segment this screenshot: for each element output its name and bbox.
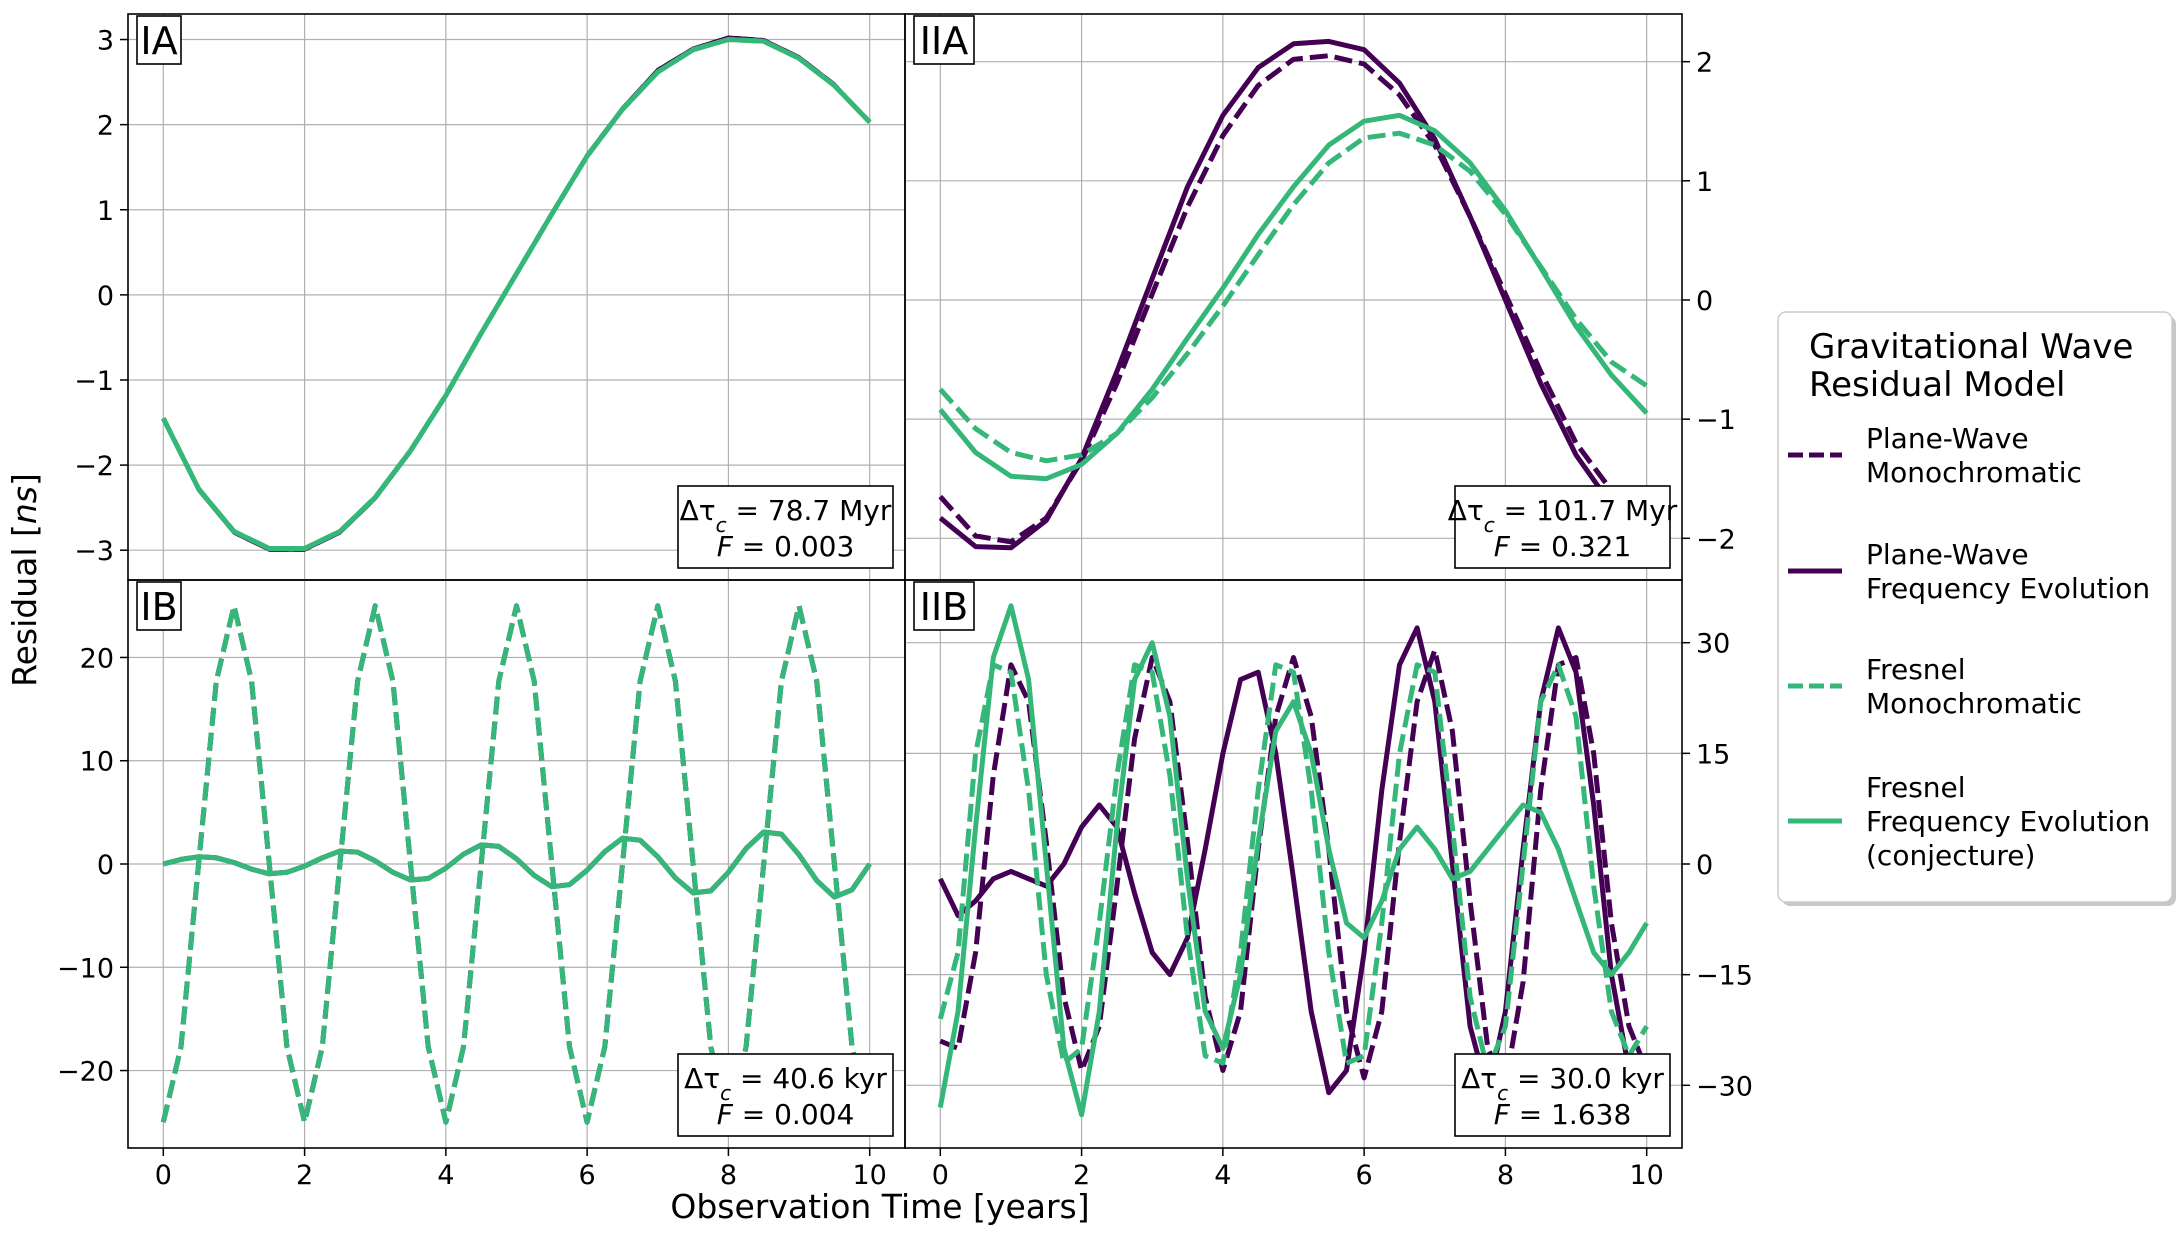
legend-entry-label: Frequency Evolution bbox=[1866, 805, 2150, 838]
annotation-box bbox=[677, 485, 894, 569]
y-axis-label-prefix: Residual [ bbox=[5, 524, 44, 687]
annotation-box bbox=[1454, 485, 1671, 569]
series-group bbox=[161, 35, 872, 552]
y-tick-label: −1 bbox=[1696, 405, 1736, 436]
y-tick-label: 30 bbox=[1696, 629, 1730, 660]
panel-label: IIA bbox=[920, 19, 968, 63]
series-line-fresnel-frequency-evolution bbox=[161, 37, 872, 551]
series-line-fresnel-monochromatic bbox=[161, 37, 872, 551]
legend-title-line: Residual Model bbox=[1809, 365, 2065, 405]
x-tick-label: 2 bbox=[296, 1160, 313, 1191]
annotation-f: F = 0.004 bbox=[717, 1098, 855, 1131]
y-tick-label: 0 bbox=[1696, 850, 1713, 881]
series-line-plane-wave-frequency-evolution bbox=[938, 38, 1649, 551]
legend-entry-label: (conjecture) bbox=[1866, 839, 2035, 872]
series-line-fresnel-monochromatic bbox=[938, 130, 1649, 464]
x-tick-label: 6 bbox=[579, 1160, 596, 1191]
annotation-box bbox=[1454, 1053, 1671, 1137]
legend-entry-label: Monochromatic bbox=[1866, 456, 2082, 489]
series-line-fresnel-monochromatic bbox=[160, 603, 873, 1125]
series-line-plane-wave-monochromatic bbox=[939, 647, 1650, 1088]
series-group bbox=[160, 603, 873, 1125]
series-group bbox=[937, 603, 1650, 1118]
y-tick-label: 1 bbox=[1696, 167, 1713, 198]
y-axis-label: Residual [ns] bbox=[5, 473, 44, 687]
annotation-f: F = 0.321 bbox=[1494, 530, 1632, 563]
y-axis-label-unit: ns bbox=[5, 486, 44, 524]
x-axis-label: Observation Time [years] bbox=[670, 1187, 1089, 1226]
x-tick-label: 4 bbox=[1214, 1160, 1231, 1191]
y-tick-label: 0 bbox=[97, 850, 114, 881]
annotation-dtau: Δτc = 101.7 Myr bbox=[1448, 494, 1678, 537]
series-line-fresnel-frequency-evolution bbox=[937, 603, 1649, 1118]
x-tick-label: 10 bbox=[1630, 1160, 1664, 1191]
x-tick-label: 4 bbox=[437, 1160, 454, 1191]
legend-entry-label: Plane-Wave bbox=[1866, 422, 2029, 455]
series-line-fresnel-frequency-evolution bbox=[162, 829, 872, 900]
x-tick-label: 2 bbox=[1073, 1160, 1090, 1191]
x-tick-label: 6 bbox=[1356, 1160, 1373, 1191]
y-tick-label: −2 bbox=[1696, 524, 1736, 555]
panel-label: IB bbox=[140, 585, 177, 629]
y-tick-label: −30 bbox=[1696, 1071, 1753, 1102]
annotation-f: F = 0.003 bbox=[717, 530, 855, 563]
y-tick-label: −20 bbox=[57, 1057, 114, 1088]
y-tick-label: −1 bbox=[74, 366, 114, 397]
panel-label-box bbox=[136, 581, 182, 631]
panel-label-box bbox=[913, 581, 975, 631]
y-tick-label: 10 bbox=[80, 747, 114, 778]
legend-box bbox=[1777, 311, 2173, 903]
y-tick-label: 2 bbox=[97, 111, 114, 142]
x-tick-label: 0 bbox=[932, 1160, 949, 1191]
annotation-dtau: Δτc = 30.0 kyr bbox=[1461, 1062, 1664, 1105]
legend-title-line: Gravitational Wave bbox=[1809, 327, 2133, 367]
series-line-fresnel-frequency-evolution bbox=[938, 112, 1649, 482]
series-line-plane-wave-frequency-evolution bbox=[161, 35, 871, 552]
annotation-dtau: Δτc = 40.6 kyr bbox=[684, 1062, 887, 1105]
y-tick-label: −10 bbox=[57, 953, 114, 984]
y-tick-label: 1 bbox=[97, 196, 114, 227]
y-tick-label: 20 bbox=[80, 643, 114, 674]
x-tick-label: 10 bbox=[853, 1160, 887, 1191]
y-tick-label: 0 bbox=[1696, 286, 1713, 317]
y-tick-label: 2 bbox=[1696, 48, 1713, 79]
y-tick-label: 3 bbox=[97, 26, 114, 57]
annotation-dtau: Δτc = 78.7 Myr bbox=[680, 494, 892, 537]
x-tick-label: 8 bbox=[720, 1160, 737, 1191]
y-tick-label: −2 bbox=[74, 451, 114, 482]
y-axis-label-suffix: ] bbox=[5, 473, 44, 486]
y-tick-label: 15 bbox=[1696, 739, 1730, 770]
series-line-plane-wave-monochromatic bbox=[938, 53, 1649, 545]
x-tick-label: 0 bbox=[155, 1160, 172, 1191]
panel-label: IA bbox=[140, 19, 177, 63]
legend-entry-label: Fresnel bbox=[1866, 653, 1966, 686]
y-tick-label: −3 bbox=[74, 536, 114, 567]
x-tick-label: 8 bbox=[1497, 1160, 1514, 1191]
legend-entry-label: Frequency Evolution bbox=[1866, 572, 2150, 605]
legend-entry-label: Fresnel bbox=[1866, 771, 1966, 804]
series-group bbox=[938, 38, 1649, 551]
legend-entry-label: Plane-Wave bbox=[1866, 538, 2029, 571]
y-tick-label: −15 bbox=[1696, 961, 1753, 992]
panel-label-box bbox=[913, 15, 975, 65]
legend-entry-label: Monochromatic bbox=[1866, 687, 2082, 720]
series-line-plane-wave-monochromatic bbox=[161, 35, 871, 552]
y-tick-label: 0 bbox=[97, 281, 114, 312]
annotation-box bbox=[677, 1053, 894, 1137]
annotation-f: F = 1.638 bbox=[1494, 1098, 1632, 1131]
panel-label: IIB bbox=[920, 585, 968, 629]
panel-label-box bbox=[136, 15, 182, 65]
